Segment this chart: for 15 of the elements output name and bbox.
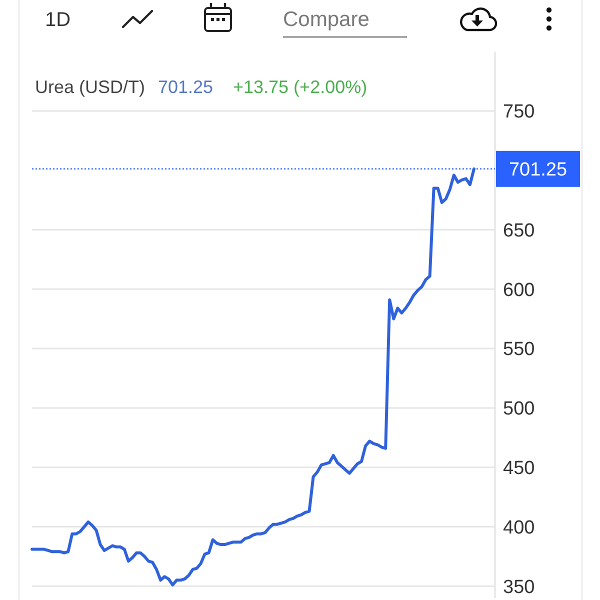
line-series: [30, 167, 476, 586]
y-tick-label: 400: [503, 517, 535, 538]
annotation: +13.75 (+2.00%): [233, 77, 368, 97]
annotation: 701.25: [158, 77, 214, 97]
y-tick-label: 550: [503, 339, 535, 360]
ref-line-label: 701.25: [508, 160, 568, 181]
compare-field: Compare: [283, 8, 407, 38]
text: 1D: [45, 9, 71, 31]
y-tick-label: 600: [503, 280, 535, 301]
y-tick-label: 500: [503, 398, 535, 420]
y-tick-label: 350: [503, 576, 535, 598]
text: Urea (USD/T): [35, 77, 146, 97]
y-tick-label: 450: [503, 458, 535, 479]
y-tick-label: 750: [503, 102, 535, 123]
y-tick-label: 650: [503, 220, 535, 242]
